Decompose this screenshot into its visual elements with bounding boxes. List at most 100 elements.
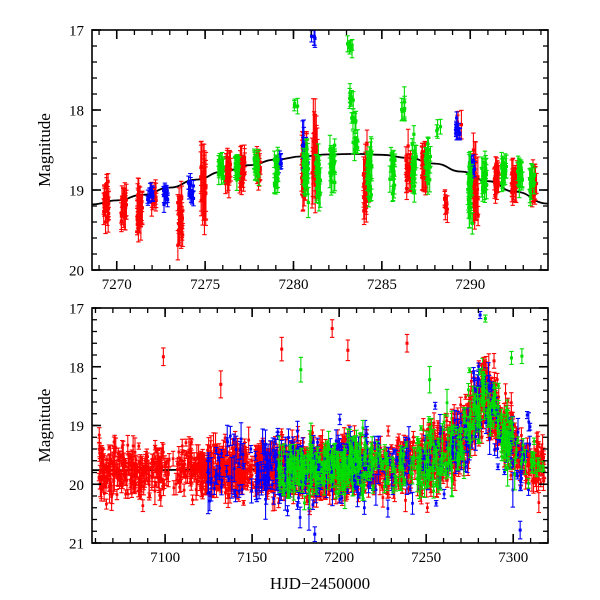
data-point (306, 186, 311, 219)
data-point (153, 182, 159, 212)
data-point (219, 163, 224, 185)
data-point (297, 506, 303, 529)
data-point (369, 138, 374, 169)
data-point (427, 365, 432, 394)
data-point (225, 156, 231, 185)
top-panel: 7270 7275 7280 7285 7290 17 18 19 20 Magnitude (35, 24, 549, 293)
data-point (350, 108, 356, 130)
data-point (200, 143, 206, 201)
data-point (106, 191, 111, 208)
data-point (517, 520, 523, 540)
data-point (345, 35, 350, 53)
data-point (313, 154, 319, 174)
y-axis-label: Magnitude (35, 389, 54, 463)
data-point (292, 100, 297, 112)
data-point (442, 190, 447, 206)
data-point (295, 97, 300, 115)
ytick-label: 17 (69, 24, 85, 40)
data-point (181, 483, 187, 497)
data-point (483, 314, 488, 323)
data-point (148, 182, 154, 197)
data-point (130, 435, 136, 457)
data-point (241, 500, 246, 506)
data-point (140, 499, 146, 513)
data-point (162, 184, 168, 193)
data-point (457, 127, 463, 139)
data-point (434, 124, 439, 138)
data-point (345, 339, 351, 362)
data-point (496, 162, 501, 182)
data-point (122, 203, 127, 231)
data-point (240, 159, 246, 188)
xtick-label: 7100 (150, 550, 180, 566)
ytick-label: 18 (69, 360, 84, 376)
data-point (114, 488, 120, 501)
data-point (517, 169, 522, 191)
data-point (301, 176, 307, 195)
data-point (198, 151, 203, 203)
xtick-label: 7250 (411, 550, 441, 566)
data-point (332, 150, 337, 174)
data-point (347, 40, 352, 55)
data-point (480, 158, 486, 191)
data-point (315, 169, 321, 186)
data-point (531, 172, 537, 195)
data-point (316, 190, 321, 204)
data-point (362, 500, 367, 515)
data-point (170, 450, 176, 467)
data-point (328, 150, 333, 182)
data-point (216, 155, 221, 168)
data-point (101, 192, 107, 215)
data-point (428, 146, 433, 167)
data-point (223, 482, 228, 504)
xtick-label: 7280 (278, 277, 308, 293)
data-point (466, 188, 471, 211)
data-point (191, 190, 196, 207)
ytick-label: 19 (69, 419, 84, 435)
data-point (312, 526, 317, 543)
data-point (353, 110, 359, 132)
data-point (337, 413, 342, 426)
data-point (435, 119, 440, 139)
data-point (509, 159, 514, 187)
xtick-label: 7275 (190, 277, 220, 293)
data-point (298, 356, 304, 383)
data-point (199, 140, 204, 192)
ytick-label: 20 (69, 478, 84, 494)
data-point (409, 164, 415, 184)
data-point (329, 319, 335, 338)
data-point (235, 157, 241, 181)
data-point (97, 427, 102, 444)
y-axis-label: Magnitude (35, 113, 54, 187)
data-point (475, 156, 481, 198)
bottom-panel-plot: 7100 7150 7200 7250 7300 17 18 19 20 21 Magnitude H… (35, 302, 549, 593)
data-point (183, 438, 189, 447)
data-point (404, 157, 409, 193)
data-point (454, 122, 459, 136)
data-point (385, 499, 391, 518)
data-point (353, 136, 359, 152)
data-point (427, 167, 432, 193)
data-point (483, 155, 488, 173)
data-point (305, 158, 310, 176)
data-point (349, 39, 355, 51)
data-point (136, 442, 141, 450)
data-point (527, 176, 533, 204)
data-point (136, 202, 142, 221)
data-point (425, 502, 430, 513)
top-panel-plot: 7270 7275 7280 7285 7290 17 18 19 20 Magnitude (35, 24, 549, 293)
xtick-label: 7150 (237, 550, 267, 566)
data-point (171, 480, 177, 496)
data-point (176, 214, 181, 247)
data-point (332, 173, 337, 192)
data-point (519, 348, 525, 365)
data-point (161, 347, 166, 367)
data-point (361, 202, 366, 220)
data-point (423, 147, 429, 164)
data-point (388, 146, 394, 173)
data-point (441, 488, 447, 500)
xtick-label: 7285 (367, 277, 397, 293)
data-point (520, 171, 525, 188)
xtick-label: 7290 (455, 277, 485, 293)
xtick-label: 7300 (498, 550, 528, 566)
